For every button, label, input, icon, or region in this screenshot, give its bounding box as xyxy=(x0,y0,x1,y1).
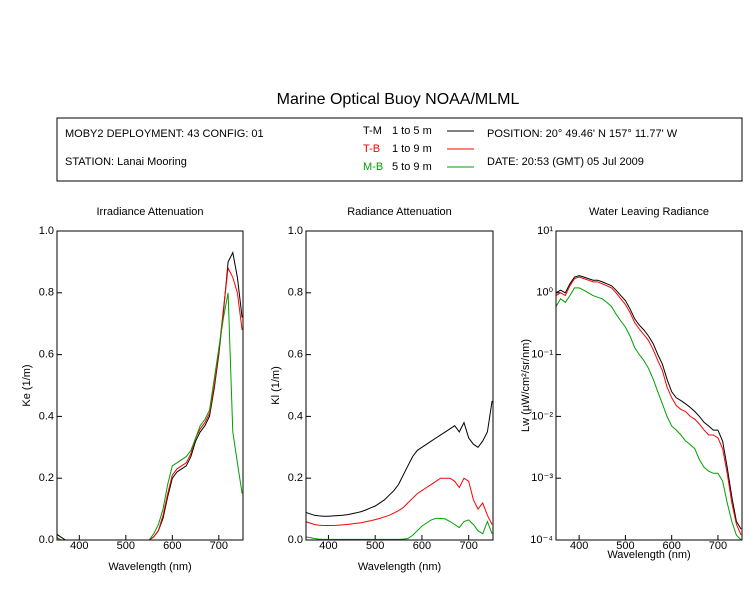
y-tick-label: 0.0 xyxy=(39,534,54,546)
y-tick-label: 10¹ xyxy=(537,225,553,237)
y-tick-label: 1.0 xyxy=(288,225,303,237)
deployment: MOBY2 DEPLOYMENT: 43 CONFIG: 01 xyxy=(65,128,264,140)
x-tick-label: 400 xyxy=(70,540,88,552)
x-axis-label: Wavelength (nm) xyxy=(607,549,690,561)
x-axis-label: Wavelength (nm) xyxy=(358,561,441,573)
x-tick-label: 400 xyxy=(319,540,337,552)
x-tick-label: 700 xyxy=(210,540,228,552)
y-tick-label: 0.4 xyxy=(288,410,303,422)
x-tick-label: 600 xyxy=(662,540,680,552)
y-axis-label: Ke (1/m) xyxy=(21,364,33,406)
x-tick-label: 600 xyxy=(413,540,431,552)
y-tick-label: 10⁻² xyxy=(531,410,553,422)
plot-frame xyxy=(56,230,244,541)
legend-name: M-B xyxy=(363,161,383,173)
y-tick-label: 0.6 xyxy=(39,349,54,361)
chart-title: Radiance Attenuation xyxy=(347,206,452,218)
y-tick-label: 10⁰ xyxy=(536,287,553,299)
position: POSITION: 20° 49.46' N 157° 11.77' W xyxy=(487,128,678,140)
data-line xyxy=(306,517,493,540)
legend-depth: 1 to 5 m xyxy=(392,125,432,137)
data-line xyxy=(57,266,243,540)
y-tick-label: 1.0 xyxy=(39,225,54,237)
x-tick-label: 500 xyxy=(117,540,135,552)
plot-frame xyxy=(555,230,743,541)
x-tick-label: 500 xyxy=(366,540,384,552)
y-tick-label: 10⁻³ xyxy=(531,472,553,484)
legend-depth: 5 to 9 m xyxy=(392,161,432,173)
data-line xyxy=(556,276,742,536)
y-tick-label: 10⁻⁴ xyxy=(530,534,553,546)
x-axis-label: Wavelength (nm) xyxy=(108,561,191,573)
y-tick-label: 0.4 xyxy=(39,410,54,422)
x-tick-label: 700 xyxy=(709,540,727,552)
data-line xyxy=(306,400,493,517)
y-tick-label: 0.6 xyxy=(288,349,303,361)
y-tick-label: 0.8 xyxy=(288,287,303,299)
y-tick-label: 0.2 xyxy=(39,472,54,484)
legend-name: T-M xyxy=(363,125,382,137)
data-line xyxy=(57,251,243,540)
plot-frame xyxy=(305,230,494,541)
x-tick-label: 700 xyxy=(460,540,478,552)
station: STATION: Lanai Mooring xyxy=(65,156,187,168)
data-line xyxy=(556,275,742,530)
legend-name: T-B xyxy=(363,143,380,155)
y-tick-label: 0.2 xyxy=(288,472,303,484)
y-tick-label: 10⁻¹ xyxy=(531,349,553,361)
y-tick-label: 0.8 xyxy=(39,287,54,299)
date: DATE: 20:53 (GMT) 05 Jul 2009 xyxy=(487,156,644,168)
data-line xyxy=(306,477,493,526)
page-title: Marine Optical Buoy NOAA/MLML xyxy=(277,91,520,108)
info-box xyxy=(56,117,743,182)
data-line xyxy=(556,287,742,540)
y-axis-label: Lw (µW/cm²/sr/nm) xyxy=(520,339,532,432)
x-tick-label: 600 xyxy=(163,540,181,552)
data-line xyxy=(57,292,243,540)
chart-title: Irradiance Attenuation xyxy=(96,206,203,218)
legend-depth: 1 to 9 m xyxy=(392,143,432,155)
y-tick-label: 0.0 xyxy=(288,534,303,546)
y-axis-label: Kl (1/m) xyxy=(270,366,282,405)
x-tick-label: 500 xyxy=(616,540,634,552)
chart-title: Water Leaving Radiance xyxy=(589,206,709,218)
x-tick-label: 400 xyxy=(570,540,588,552)
